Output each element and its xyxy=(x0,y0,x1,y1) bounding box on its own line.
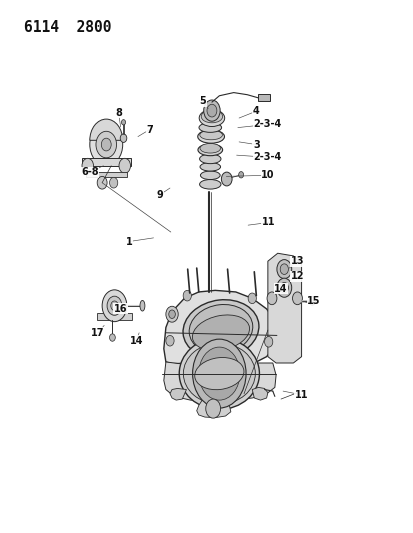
Circle shape xyxy=(247,293,256,304)
Circle shape xyxy=(120,134,126,142)
Circle shape xyxy=(101,138,111,151)
Ellipse shape xyxy=(199,143,220,153)
Circle shape xyxy=(109,334,115,341)
Text: 7: 7 xyxy=(146,125,152,135)
Circle shape xyxy=(308,297,315,305)
Circle shape xyxy=(192,339,245,408)
Ellipse shape xyxy=(199,163,220,171)
Ellipse shape xyxy=(199,110,224,126)
Ellipse shape xyxy=(197,144,222,156)
Circle shape xyxy=(109,177,117,188)
Text: 9: 9 xyxy=(156,190,163,200)
Circle shape xyxy=(276,278,291,297)
Polygon shape xyxy=(164,290,276,366)
Circle shape xyxy=(90,123,122,166)
Text: 16: 16 xyxy=(114,304,127,314)
Text: 11: 11 xyxy=(294,390,308,400)
Text: 10: 10 xyxy=(261,171,274,180)
Text: 8: 8 xyxy=(115,108,122,118)
Text: 14: 14 xyxy=(273,284,287,294)
Ellipse shape xyxy=(183,343,255,404)
Circle shape xyxy=(102,290,126,321)
Circle shape xyxy=(183,290,191,301)
Text: 17: 17 xyxy=(91,328,104,338)
Text: 2-3-4: 2-3-4 xyxy=(253,119,281,130)
Circle shape xyxy=(166,306,178,322)
Circle shape xyxy=(107,296,121,316)
Text: 14: 14 xyxy=(129,336,142,346)
Ellipse shape xyxy=(201,110,222,123)
Circle shape xyxy=(119,158,130,173)
Circle shape xyxy=(238,172,243,178)
Polygon shape xyxy=(267,253,301,363)
Circle shape xyxy=(266,292,276,305)
Circle shape xyxy=(111,301,118,311)
Text: 12: 12 xyxy=(290,271,304,281)
Ellipse shape xyxy=(197,130,224,143)
Wedge shape xyxy=(90,119,122,140)
Circle shape xyxy=(276,260,291,279)
Text: 2-3-4: 2-3-4 xyxy=(253,152,281,162)
Polygon shape xyxy=(170,389,186,400)
Circle shape xyxy=(221,172,232,186)
Text: 3: 3 xyxy=(252,140,259,150)
Text: 1: 1 xyxy=(125,237,132,247)
Circle shape xyxy=(96,131,116,158)
Ellipse shape xyxy=(199,123,221,132)
Circle shape xyxy=(97,176,107,189)
Circle shape xyxy=(264,336,272,347)
Ellipse shape xyxy=(199,130,222,140)
Ellipse shape xyxy=(179,338,259,409)
Text: 13: 13 xyxy=(290,256,304,266)
Circle shape xyxy=(169,310,175,318)
Ellipse shape xyxy=(140,301,145,311)
Ellipse shape xyxy=(189,304,252,353)
Polygon shape xyxy=(97,313,131,319)
Circle shape xyxy=(280,264,288,274)
Polygon shape xyxy=(252,387,267,400)
Text: 5: 5 xyxy=(199,96,206,106)
Bar xyxy=(257,94,269,101)
Text: 6114  2800: 6114 2800 xyxy=(24,20,111,35)
Text: 4: 4 xyxy=(252,106,259,116)
Ellipse shape xyxy=(199,154,221,164)
Circle shape xyxy=(280,282,288,293)
Circle shape xyxy=(121,119,125,125)
Circle shape xyxy=(166,335,174,346)
Circle shape xyxy=(206,104,216,117)
Ellipse shape xyxy=(183,300,258,358)
Ellipse shape xyxy=(192,315,249,351)
Polygon shape xyxy=(196,399,230,418)
Circle shape xyxy=(205,399,220,418)
Text: 15: 15 xyxy=(306,296,320,306)
Text: 6-8: 6-8 xyxy=(81,167,98,177)
Circle shape xyxy=(198,347,239,400)
Ellipse shape xyxy=(199,180,221,189)
Text: 11: 11 xyxy=(261,217,275,228)
Polygon shape xyxy=(164,362,275,401)
Ellipse shape xyxy=(194,358,243,390)
Polygon shape xyxy=(81,158,131,166)
Polygon shape xyxy=(85,172,126,177)
Circle shape xyxy=(82,158,93,173)
Ellipse shape xyxy=(200,171,220,180)
Circle shape xyxy=(292,292,301,305)
Circle shape xyxy=(203,100,220,121)
